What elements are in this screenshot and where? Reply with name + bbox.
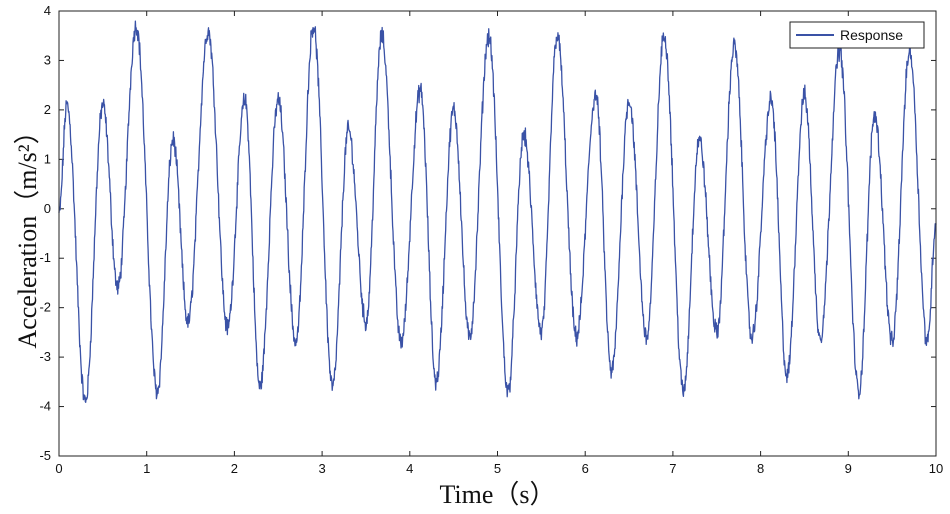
y-tick-label: 3 [44,52,51,67]
x-tick-label: 2 [231,461,238,476]
y-tick-label: 0 [44,201,51,216]
y-axis-title: Acceleration（m/s²） [13,118,42,348]
x-tick-label: 8 [757,461,764,476]
y-tick-label: -3 [39,349,51,364]
x-axis-title: Time（s） [439,480,555,509]
y-tick-label: -5 [39,448,51,463]
series-line-response [58,20,937,403]
y-tick-label: -2 [39,300,51,315]
x-axis-ticks: 0 1 2 3 4 5 6 7 8 9 10 [55,11,943,476]
y-axis-ticks: -5 -4 -3 -2 -1 0 1 2 3 4 [39,3,936,463]
y-tick-label: 4 [44,3,51,18]
x-tick-label: 10 [929,461,943,476]
x-tick-label: 3 [318,461,325,476]
y-tick-label: 1 [44,151,51,166]
plot-series-layer [58,20,937,403]
y-tick-label: -1 [39,250,51,265]
legend: Response [789,21,925,49]
plot-frame [58,10,937,457]
x-tick-label: 6 [582,461,589,476]
y-tick-label: 2 [44,102,51,117]
x-tick-label: 7 [669,461,676,476]
x-tick-label: 4 [406,461,413,476]
x-tick-label: 9 [845,461,852,476]
x-tick-label: 5 [494,461,501,476]
y-tick-label: -4 [39,399,51,414]
x-tick-label: 1 [143,461,150,476]
legend-label-response: Response [840,27,903,43]
x-tick-label: 0 [55,461,62,476]
